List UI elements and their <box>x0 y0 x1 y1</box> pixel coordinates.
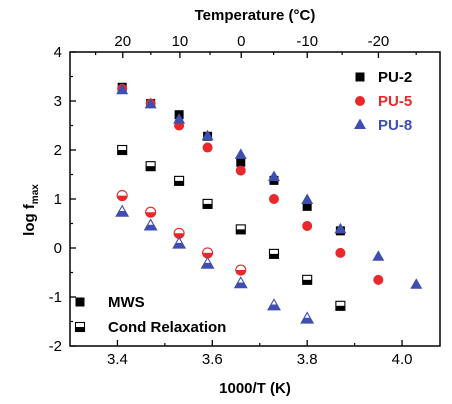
x-tick-label: 4.0 <box>392 351 413 368</box>
y-tick-label: -2 <box>49 338 62 355</box>
x2-tick-label: 20 <box>114 33 131 50</box>
x2-tick-label: -10 <box>296 33 318 50</box>
cond-point-pu-2 <box>174 175 185 186</box>
x2-tick-label: 0 <box>237 33 245 50</box>
y-tick-label: 0 <box>54 240 62 257</box>
cond-point-pu-8 <box>143 218 158 231</box>
y-tick-label: 3 <box>54 93 62 110</box>
cond-point-pu-2 <box>302 274 313 285</box>
svg-text:log fmax: log fmax <box>21 184 41 236</box>
mws-point-pu-8 <box>372 250 385 261</box>
mws-point-pu-8 <box>201 129 214 141</box>
cond-point-pu-8 <box>172 236 187 249</box>
legend-label-pu-8: PU-8 <box>378 117 412 134</box>
data-points <box>115 82 423 324</box>
legend-marker-pu-2 <box>355 72 365 82</box>
mws-point-pu-5 <box>268 194 279 204</box>
x-axis-title: 1000/T (K) <box>219 380 291 397</box>
x-tick-label: 3.4 <box>107 351 128 368</box>
cond-point-pu-8 <box>115 204 130 217</box>
legend-marker-cond-relaxation <box>74 321 86 333</box>
legend-marker-pu-8 <box>354 118 366 129</box>
x2-tick-label: -20 <box>368 33 390 50</box>
mws-point-pu-5 <box>235 165 246 176</box>
cond-point-pu-2 <box>268 248 280 259</box>
mws-point-pu-8 <box>334 222 347 234</box>
y-tick-label: 2 <box>54 142 62 159</box>
legend-marker-mws <box>75 297 85 307</box>
cond-point-pu-8 <box>233 276 248 289</box>
mws-point-pu-8 <box>144 97 157 109</box>
cond-point-pu-8 <box>267 298 281 311</box>
x2-tick-label: 10 <box>172 33 189 50</box>
mws-point-pu-5 <box>202 142 213 153</box>
mws-point-pu-5 <box>302 220 313 231</box>
mws-point-pu-5 <box>373 274 384 285</box>
mws-point-pu-8 <box>234 148 247 159</box>
cond-point-pu-8 <box>300 311 315 324</box>
y-tick-label: 1 <box>54 191 62 208</box>
y-tick-label: 4 <box>54 44 62 61</box>
x2-axis-title: Temperature (°C) <box>195 7 316 24</box>
legend-label-cond-relaxation: Cond Relaxation <box>108 319 226 336</box>
cond-point-pu-2 <box>145 161 156 172</box>
y-axis-title-sub: max <box>30 184 41 204</box>
cond-point-pu-5 <box>145 206 157 218</box>
y-axis-title: log fmax <box>21 184 41 236</box>
legend-marker-pu-5 <box>355 96 365 106</box>
y-tick-label: -1 <box>49 289 62 306</box>
legend-label-pu-2: PU-2 <box>378 69 412 86</box>
y-axis-title-main: log f <box>21 203 38 236</box>
mws-point-pu-8 <box>301 193 314 204</box>
mws-point-pu-2 <box>302 201 312 211</box>
cond-point-pu-8 <box>200 256 215 269</box>
x-tick-label: 3.8 <box>297 351 318 368</box>
mws-point-pu-2 <box>236 157 246 167</box>
legends: PU-2 PU-5 PU-8 MWS Cond Relaxation <box>74 69 412 336</box>
mws-point-pu-8 <box>116 83 129 95</box>
mws-point-pu-8 <box>173 113 186 124</box>
cond-point-pu-2 <box>235 224 246 235</box>
cond-point-pu-2 <box>202 198 213 209</box>
cond-point-pu-5 <box>116 190 128 202</box>
cond-point-pu-5 <box>235 264 247 276</box>
axis-ticks <box>70 51 417 347</box>
mws-point-pu-8 <box>267 170 280 181</box>
mws-point-pu-5 <box>335 247 346 258</box>
mws-point-pu-8 <box>410 278 423 289</box>
cond-point-pu-2 <box>335 300 346 311</box>
cond-point-pu-5 <box>202 247 214 259</box>
x-tick-label: 3.6 <box>202 351 223 368</box>
legend-label-pu-5: PU-5 <box>378 93 412 110</box>
cond-point-pu-2 <box>117 144 128 156</box>
legend-label-mws: MWS <box>108 294 145 311</box>
